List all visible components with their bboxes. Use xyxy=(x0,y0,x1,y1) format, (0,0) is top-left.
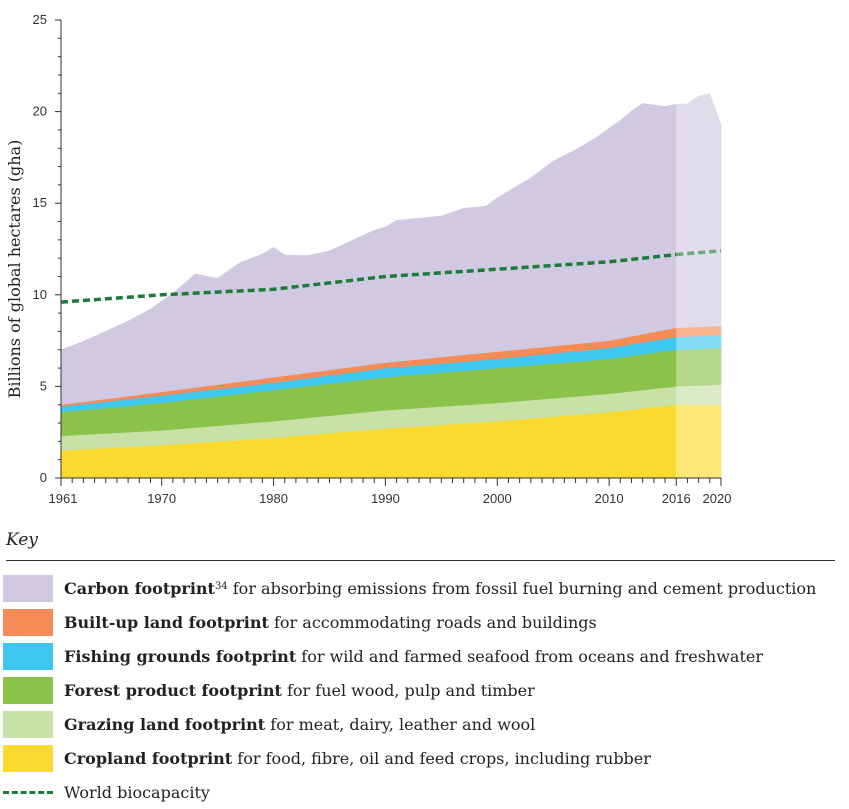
x-tick-label: 2000 xyxy=(483,491,512,506)
legend-title: Key xyxy=(6,530,38,550)
legend-label: Cropland footprint for food, fibre, oil … xyxy=(64,749,651,768)
y-tick-label: 25 xyxy=(33,12,47,27)
biocapacity-line xyxy=(60,252,677,304)
biocapacity-line-projected xyxy=(676,249,722,257)
legend-item: Carbon footprint34 for absorbing emissio… xyxy=(3,571,849,605)
y-axis-label: Billions of global hectares (gha) xyxy=(5,140,24,399)
legend-swatch xyxy=(3,710,53,738)
y-tick-label: 0 xyxy=(40,470,47,485)
footprint-chart: 0 5 10 15 20 25 1961 1970 1980 1990 2000 2010 2016 20… xyxy=(5,12,732,506)
legend-label: Forest product footprint for fuel wood, … xyxy=(64,681,535,700)
legend-items: Carbon footprint34 for absorbing emissio… xyxy=(0,571,849,775)
legend-label-description: for wild and farmed seafood from oceans … xyxy=(296,646,763,666)
legend-label-bold: Grazing land footprint xyxy=(64,714,266,734)
legend-label: Fishing grounds footprint for wild and f… xyxy=(64,647,763,666)
x-tick-label: 2020 xyxy=(703,491,732,506)
y-tick-label: 10 xyxy=(33,287,47,302)
legend-swatch xyxy=(3,744,53,772)
stacked-areas xyxy=(60,93,722,479)
legend-dash-swatch xyxy=(3,779,53,806)
legend-label-description: for absorbing emissions from fossil fuel… xyxy=(227,578,817,598)
legend-item: Grazing land footprint for meat, dairy, … xyxy=(3,707,849,741)
legend-label-biocapacity: World biocapacity xyxy=(64,782,210,802)
x-tick-label: 1961 xyxy=(49,491,78,506)
legend: Key Carbon footprint34 for absorbing emi… xyxy=(0,528,849,809)
x-tick-label: 2016 xyxy=(662,491,691,506)
footnote-ref: 34 xyxy=(214,580,228,592)
legend-item: Built-up land footprint for accommodatin… xyxy=(3,605,849,639)
legend-label-bold: Cropland footprint xyxy=(64,748,233,768)
projection-overlay xyxy=(676,15,721,478)
x-tick-label: 1970 xyxy=(147,491,176,506)
legend-rule xyxy=(6,560,835,561)
legend-swatch xyxy=(3,676,53,704)
x-tick-label: 1980 xyxy=(259,491,288,506)
y-tick-label: 15 xyxy=(33,195,47,210)
legend-swatch xyxy=(3,574,53,602)
legend-label: Built-up land footprint for accommodatin… xyxy=(64,613,597,632)
legend-label-bold: Forest product footprint xyxy=(64,680,282,700)
legend-label-bold: Fishing grounds footprint xyxy=(64,646,297,666)
legend-item-biocapacity: World biocapacity xyxy=(3,775,849,809)
y-tick-label: 20 xyxy=(33,104,47,119)
area-carbon xyxy=(60,93,722,405)
legend-label: Grazing land footprint for meat, dairy, … xyxy=(64,715,535,734)
x-tick-label: 2010 xyxy=(595,491,624,506)
legend-swatch xyxy=(3,608,53,636)
legend-label-description: for meat, dairy, leather and wool xyxy=(265,714,536,734)
y-tick-label: 5 xyxy=(40,378,47,393)
legend-item: Fishing grounds footprint for wild and f… xyxy=(3,639,849,673)
legend-label: Carbon footprint34 for absorbing emissio… xyxy=(64,579,816,598)
legend-label-description: for fuel wood, pulp and timber xyxy=(281,680,535,700)
legend-label-bold: Carbon footprint xyxy=(64,578,215,598)
legend-item: Cropland footprint for food, fibre, oil … xyxy=(3,741,849,775)
legend-label-description: for accommodating roads and buildings xyxy=(268,612,597,632)
x-tick-label: 1990 xyxy=(371,491,400,506)
legend-item: Forest product footprint for fuel wood, … xyxy=(3,673,849,707)
legend-swatch xyxy=(3,642,53,670)
legend-label-bold: Built-up land footprint xyxy=(64,612,269,632)
legend-label-description: for food, fibre, oil and feed crops, inc… xyxy=(232,748,651,768)
